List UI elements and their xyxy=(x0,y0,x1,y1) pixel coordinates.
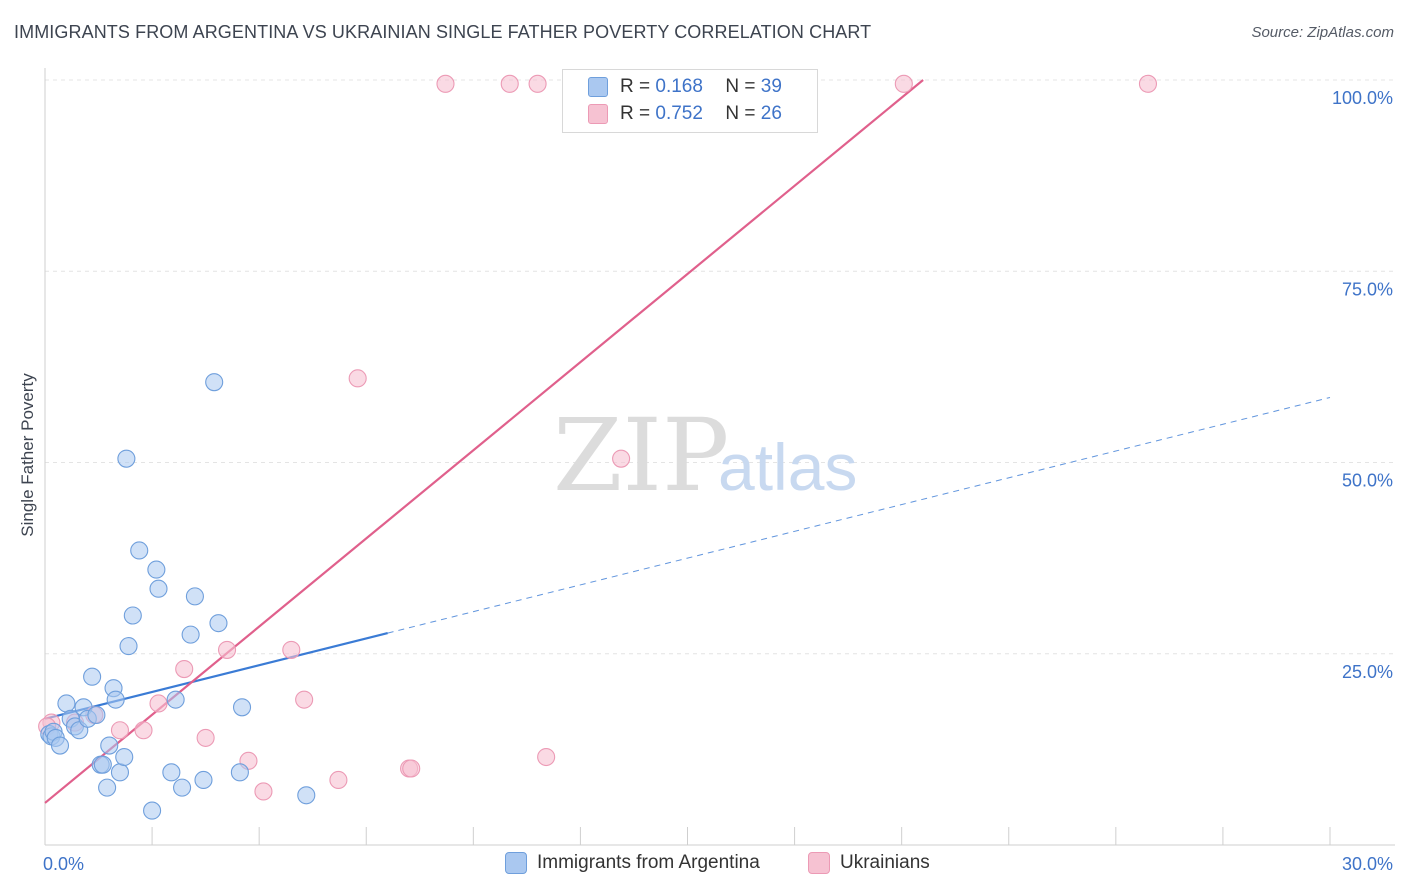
legend-n-label: N = xyxy=(725,76,756,97)
x-tick-label: 30.0% xyxy=(1342,854,1393,874)
legend-n-label: N = xyxy=(725,103,756,124)
point-argentina xyxy=(147,560,166,579)
point-argentina xyxy=(57,694,76,713)
y-tick-label: 50.0% xyxy=(1342,471,1393,491)
gridlines xyxy=(45,79,1395,655)
point-argentina xyxy=(130,541,149,560)
legend-r-label: R = xyxy=(620,103,651,124)
point-ukrainians xyxy=(348,369,367,388)
x-tick-label: 0.0% xyxy=(43,854,84,874)
point-argentina xyxy=(83,667,102,686)
legend-swatch-blue xyxy=(588,77,608,97)
point-ukrainians xyxy=(894,74,913,93)
point-ukrainians xyxy=(500,74,519,93)
legend-item-ukrainians[interactable]: Ukrainians xyxy=(808,852,930,874)
series-legend: Immigrants from Argentina Ukrainians xyxy=(0,852,1406,878)
legend-row-ukrainians: R = 0.752 N = 26 xyxy=(563,102,782,126)
point-ukrainians xyxy=(436,74,455,93)
axes xyxy=(44,68,1395,846)
point-argentina xyxy=(106,690,125,709)
point-argentina xyxy=(100,736,119,755)
point-argentina xyxy=(205,373,224,392)
x-tick-labels: 0.0% 30.0% xyxy=(43,854,1393,874)
point-argentina xyxy=(110,763,130,782)
point-argentina xyxy=(173,778,192,797)
point-argentina xyxy=(166,690,185,709)
point-ukrainians xyxy=(149,694,168,713)
y-tick-labels: 25.0% 50.0% 75.0% 100.0% xyxy=(1332,88,1393,682)
point-ukrainians xyxy=(295,690,314,709)
point-argentina xyxy=(143,801,162,820)
point-ukrainians xyxy=(528,74,547,93)
point-ukrainians xyxy=(217,640,237,659)
legend-r-value: 0.752 xyxy=(655,103,703,124)
point-argentina xyxy=(117,449,136,468)
watermark-atlas: atlas xyxy=(718,430,857,504)
point-argentina xyxy=(232,698,252,717)
legend-item-argentina[interactable]: Immigrants from Argentina xyxy=(505,852,760,874)
y-tick-label: 25.0% xyxy=(1342,662,1393,682)
trend-line-argentina-extension xyxy=(387,396,1331,634)
y-tick-label: 100.0% xyxy=(1332,88,1393,108)
point-argentina xyxy=(149,579,168,598)
point-argentina xyxy=(185,587,204,606)
point-ukrainians xyxy=(402,759,421,778)
point-argentina xyxy=(209,614,228,633)
point-argentina xyxy=(194,770,213,790)
point-ukrainians xyxy=(254,782,273,801)
chart-title: IMMIGRANTS FROM ARGENTINA VS UKRAINIAN S… xyxy=(14,22,872,42)
watermark-zip: ZIP xyxy=(553,397,729,514)
point-ukrainians xyxy=(537,747,556,767)
legend-r-label: R = xyxy=(620,76,651,97)
point-argentina xyxy=(87,705,106,725)
point-ukrainians xyxy=(134,721,153,740)
point-argentina xyxy=(115,747,134,767)
point-ukrainians xyxy=(612,449,631,468)
trend-lines xyxy=(44,79,1331,804)
legend-r-value: 0.168 xyxy=(655,76,703,97)
data-points xyxy=(38,74,1158,820)
point-argentina xyxy=(181,625,200,644)
point-argentina xyxy=(98,778,117,797)
legend-label-ukrainians: Ukrainians xyxy=(840,852,930,873)
point-argentina xyxy=(93,755,112,774)
legend-n-value: 39 xyxy=(760,76,782,97)
legend-swatch-blue xyxy=(505,852,527,874)
legend-swatch-pink xyxy=(808,852,830,874)
point-ukrainians xyxy=(329,770,348,790)
source-credit: Source: ZipAtlas.com xyxy=(1251,24,1394,41)
trend-line-ukrainians xyxy=(44,79,924,804)
legend-label-argentina: Immigrants from Argentina xyxy=(537,852,760,873)
point-argentina xyxy=(119,637,138,656)
trend-line-argentina xyxy=(44,632,388,720)
point-ukrainians xyxy=(196,728,215,747)
point-argentina xyxy=(297,786,316,805)
point-argentina xyxy=(50,736,70,755)
stats-legend: R = 0.168 N = 39 R = 0.752 N = 26 xyxy=(562,69,818,133)
point-ukrainians xyxy=(282,640,301,659)
legend-row-argentina: R = 0.168 N = 39 xyxy=(563,75,782,99)
point-argentina xyxy=(162,763,181,782)
legend-swatch-pink xyxy=(588,104,608,124)
legend-n-value: 26 xyxy=(760,103,782,124)
point-ukrainians xyxy=(1138,74,1158,93)
y-tick-label: 75.0% xyxy=(1342,279,1393,299)
point-argentina xyxy=(123,606,142,625)
point-ukrainians xyxy=(110,721,130,740)
point-ukrainians xyxy=(175,659,194,679)
point-argentina xyxy=(230,763,249,782)
